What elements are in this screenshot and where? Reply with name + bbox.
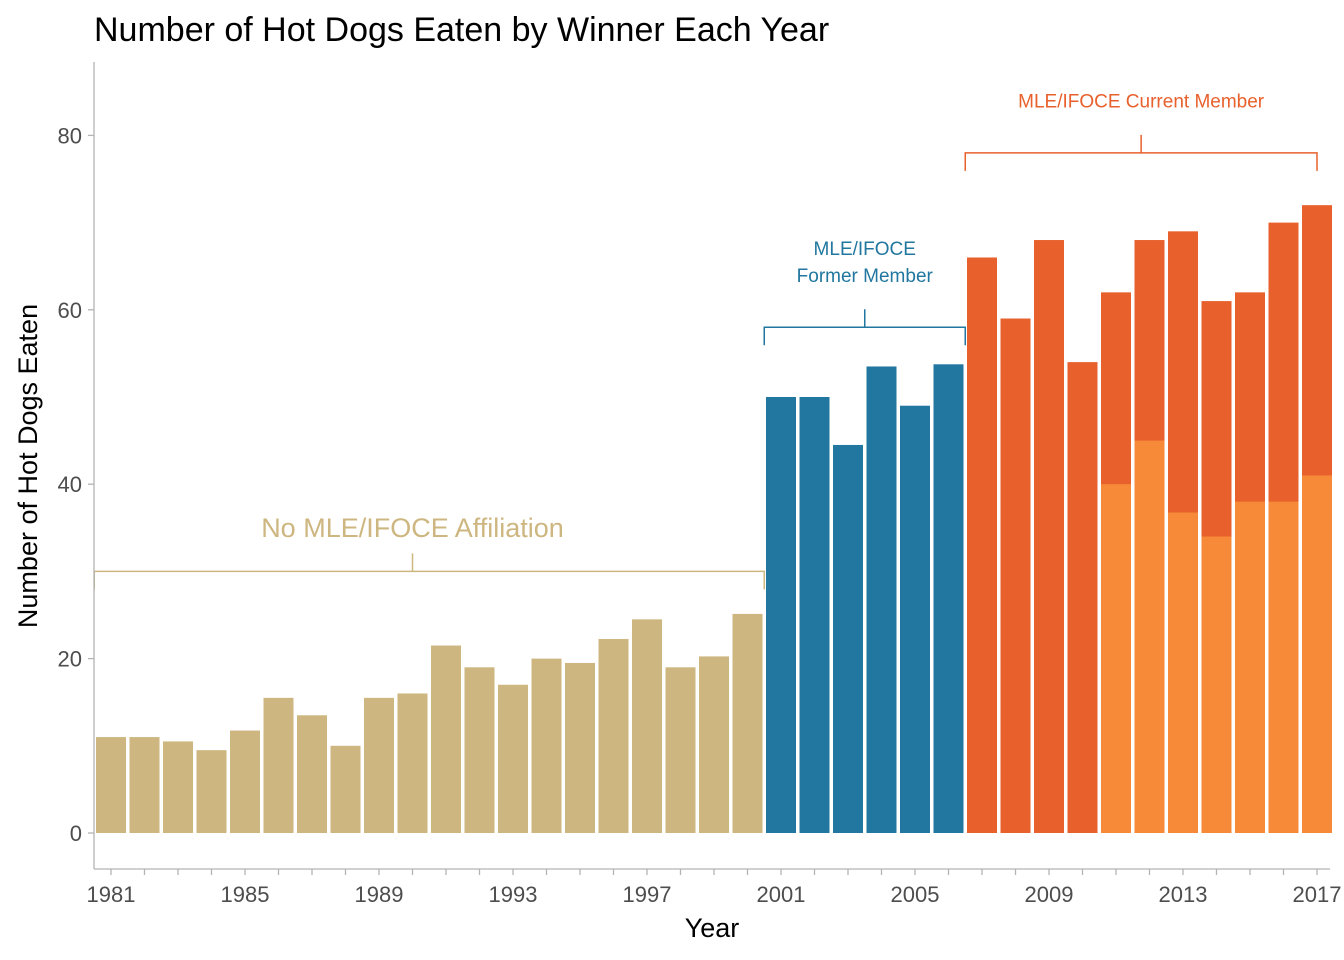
bracket-former — [763, 326, 966, 346]
x-tick-label-1989: 1989 — [355, 882, 404, 907]
annotation-current: MLE/IFOCE Current Member — [964, 92, 1318, 171]
bar-2000 — [732, 613, 763, 833]
y-tick-label-20: 20 — [58, 647, 82, 672]
overlay-bars-layer — [1101, 440, 1332, 833]
overlay-bar-2014 — [1201, 536, 1232, 833]
bar-1981 — [96, 737, 126, 833]
bar-1999 — [699, 656, 729, 833]
bar-1987 — [297, 715, 327, 833]
y-axis-title: Number of Hot Dogs Eaten — [13, 304, 43, 628]
x-tick-label-1981: 1981 — [87, 882, 136, 907]
x-tick-label-2017: 2017 — [1293, 882, 1342, 907]
bar-2001 — [766, 397, 796, 833]
overlay-bar-2013 — [1168, 512, 1198, 833]
x-tick-label-2001: 2001 — [757, 882, 806, 907]
annotation-none: No MLE/IFOCE Affiliation — [93, 513, 765, 590]
bar-2009 — [1034, 240, 1064, 834]
x-tick-label-2009: 2009 — [1025, 882, 1074, 907]
overlay-bar-2017 — [1302, 475, 1332, 833]
bar-1991 — [431, 645, 461, 833]
y-tick-label-0: 0 — [70, 821, 82, 846]
bar-1988 — [330, 745, 361, 833]
bracket-current — [964, 152, 1318, 171]
y-ticks: 0 20 40 60 80 — [58, 123, 94, 846]
x-tick-label-1997: 1997 — [623, 882, 672, 907]
bar-1982 — [129, 737, 160, 833]
overlay-bar-2016 — [1268, 501, 1299, 833]
chart-title: Number of Hot Dogs Eaten by Winner Each … — [94, 11, 829, 49]
y-tick-label-40: 40 — [58, 472, 82, 497]
y-tick-label-80: 80 — [58, 123, 82, 148]
bar-1984 — [196, 750, 227, 833]
y-tick-label-60: 60 — [58, 298, 82, 323]
annotation-former: MLE/IFOCE Former Member — [763, 239, 966, 346]
x-tick-label-1985: 1985 — [221, 882, 270, 907]
axes-layer — [93, 62, 1330, 870]
bracket-none — [93, 570, 765, 590]
bar-2010 — [1067, 362, 1098, 833]
bar-1986 — [263, 697, 294, 833]
x-ticks: 1981 1985 1989 1993 1997 2001 2005 2009 2013 2017 — [87, 869, 1342, 907]
bar-2007 — [967, 257, 997, 834]
bar-1989 — [364, 697, 394, 833]
bar-1998 — [665, 667, 696, 833]
annotation-label-none-0: No MLE/IFOCE Affiliation — [261, 513, 564, 543]
bar-2008 — [1000, 318, 1031, 833]
x-tick-label-2013: 2013 — [1159, 882, 1208, 907]
overlay-bar-2015 — [1235, 501, 1265, 833]
bar-2004 — [866, 366, 897, 833]
bar-2005 — [900, 405, 930, 833]
bar-2002 — [799, 397, 830, 833]
bar-2006 — [933, 364, 964, 833]
overlay-bar-2012 — [1134, 440, 1165, 833]
x-tick-label-2005: 2005 — [891, 882, 940, 907]
annotation-label-former-0: MLE/IFOCE — [814, 239, 916, 260]
bar-1992 — [464, 667, 495, 833]
bar-1993 — [498, 684, 528, 833]
bar-2003 — [833, 444, 863, 833]
annotation-label-current-0: MLE/IFOCE Current Member — [1018, 92, 1265, 113]
overlay-bar-2011 — [1101, 484, 1131, 833]
bar-1983 — [163, 741, 193, 833]
bar-1994 — [531, 658, 562, 833]
bar-1997 — [632, 619, 662, 833]
bar-1996 — [598, 638, 629, 833]
bar-1995 — [565, 662, 595, 833]
annotations-layer: No MLE/IFOCE Affiliation MLE/IFOCE Former … — [93, 92, 1318, 590]
annotation-label-former-1: Former Member — [797, 266, 934, 287]
x-axis-title: Year — [685, 913, 740, 943]
bar-1990 — [397, 693, 428, 833]
x-tick-label-1993: 1993 — [489, 882, 538, 907]
bar-1985 — [230, 730, 260, 833]
